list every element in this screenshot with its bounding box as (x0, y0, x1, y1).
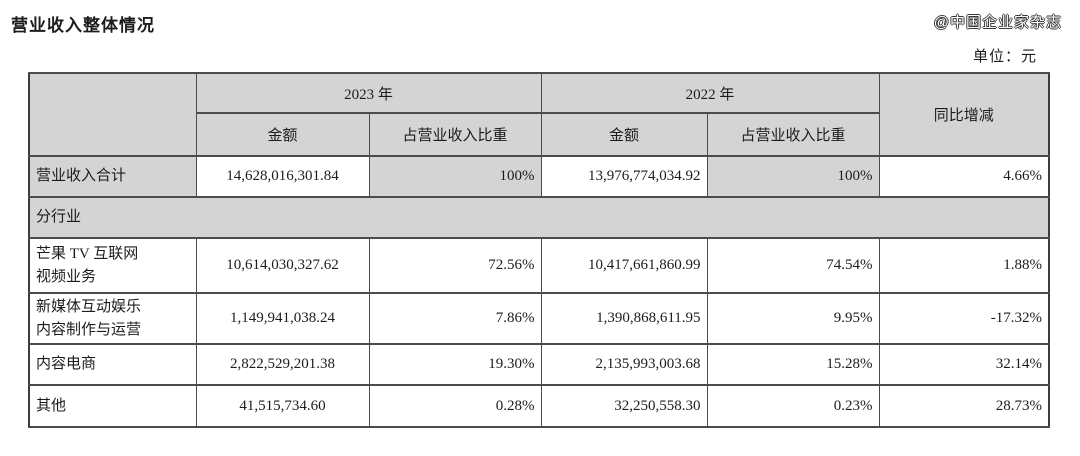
amount-2023: 41,515,734.60 (195, 384, 370, 428)
share-2022: 74.54% (706, 237, 880, 294)
share-2022: 0.23% (706, 384, 880, 428)
table-row-total: 营业收入合计 14,628,016,301.84 100% 13,976,774… (28, 155, 1050, 198)
share-2023: 100% (368, 155, 542, 198)
header-amount-2023: 金额 (195, 112, 370, 157)
yoy-change: 32.14% (878, 343, 1050, 386)
row-label: 新媒体互动娱乐 内容制作与运营 (28, 292, 197, 345)
share-2023: 72.56% (368, 237, 542, 294)
header-share-2023: 占营业收入比重 (368, 112, 542, 157)
amount-2023: 2,822,529,201.38 (195, 343, 370, 386)
row-label: 其他 (28, 384, 197, 428)
table-row: 新媒体互动娱乐 内容制作与运营 1,149,941,038.24 7.86% 1… (28, 292, 1050, 345)
header-share-2022: 占营业收入比重 (706, 112, 880, 157)
yoy-change: -17.32% (878, 292, 1050, 345)
share-2022: 15.28% (706, 343, 880, 386)
watermark-text: @中国企业家杂志 (933, 14, 1062, 31)
revenue-table: 2023 年 2022 年 同比增减 金额 占营业收入比重 金额 占营业收入比重… (28, 72, 1051, 428)
share-2022: 100% (706, 155, 880, 198)
amount-2022: 32,250,558.30 (540, 384, 708, 428)
section-label: 分行业 (28, 196, 1050, 239)
row-label: 芒果 TV 互联网 视频业务 (28, 237, 197, 294)
corner-blank-cell (28, 72, 197, 157)
table-row: 其他 41,515,734.60 0.28% 32,250,558.30 0.2… (28, 384, 1050, 428)
amount-2023: 10,614,030,327.62 (195, 237, 370, 294)
share-2023: 19.30% (368, 343, 542, 386)
header-amount-2022: 金额 (540, 112, 708, 157)
table-row: 内容电商 2,822,529,201.38 19.30% 2,135,993,0… (28, 343, 1050, 386)
yoy-change: 4.66% (878, 155, 1050, 198)
yoy-change: 28.73% (878, 384, 1050, 428)
amount-2023: 1,149,941,038.24 (195, 292, 370, 345)
row-label: 营业收入合计 (28, 155, 197, 198)
header-year-2022: 2022 年 (540, 72, 880, 114)
share-2023: 0.28% (368, 384, 542, 428)
amount-2023: 14,628,016,301.84 (195, 155, 370, 198)
yoy-change: 1.88% (878, 237, 1050, 294)
amount-2022: 10,417,661,860.99 (540, 237, 708, 294)
amount-2022: 2,135,993,003.68 (540, 343, 708, 386)
share-2023: 7.86% (368, 292, 542, 345)
row-label: 内容电商 (28, 343, 197, 386)
table-row: 芒果 TV 互联网 视频业务 10,614,030,327.62 72.56% … (28, 237, 1050, 294)
header-row-years: 2023 年 2022 年 同比增减 (28, 72, 1050, 157)
amount-2022: 13,976,774,034.92 (540, 155, 708, 198)
page-title: 营业收入整体情况 (11, 16, 155, 35)
table-row-section: 分行业 (28, 196, 1050, 239)
amount-2022: 1,390,868,611.95 (540, 292, 708, 345)
unit-label: 单位：元 (972, 49, 1037, 65)
header-yoy-change: 同比增减 (878, 72, 1050, 157)
header-row-subcolumns: 金额 占营业收入比重 金额 占营业收入比重 (29, 112, 1049, 157)
share-2022: 9.95% (706, 292, 880, 345)
header-year-2023: 2023 年 (195, 72, 542, 114)
